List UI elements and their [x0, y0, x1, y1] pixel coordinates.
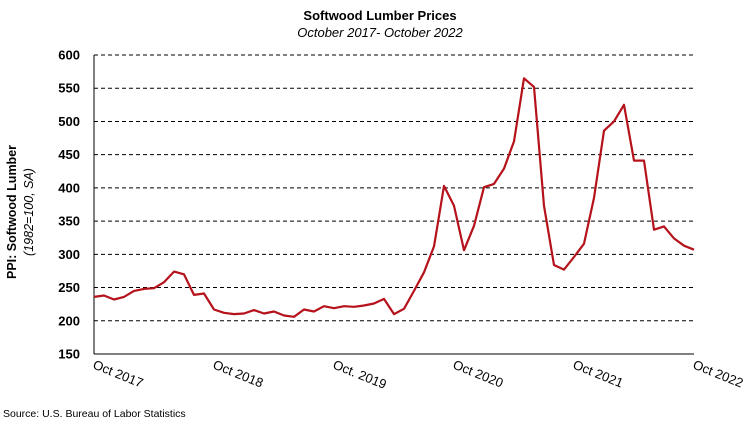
y-tick-label: 350: [58, 214, 80, 229]
chart-title: Softwood Lumber Prices: [303, 8, 456, 23]
y-tick-label: 150: [58, 347, 80, 362]
source-note: Source: U.S. Bureau of Labor Statistics: [3, 408, 186, 420]
y-tick-labels: 150 200 250 300 350 400 450 500 550 600: [58, 48, 80, 362]
y-tick-label: 500: [58, 114, 80, 129]
x-tick-label: Oct 2021: [571, 357, 626, 391]
x-tick-label: Oct 2022: [691, 357, 745, 391]
y-axis-label-note: (1982=100, SA): [22, 168, 36, 256]
x-tick-label: Oct 2018: [211, 357, 266, 391]
chart-subtitle: October 2017- October 2022: [297, 25, 463, 40]
y-tick-label: 250: [58, 280, 80, 295]
y-tick-label: 550: [58, 81, 80, 96]
y-axis-label: PPI: Softwood Lumber: [5, 145, 19, 279]
y-tick-label: 400: [58, 180, 80, 195]
x-tick-label: Oct 2020: [451, 357, 506, 391]
gridlines: [94, 54, 694, 322]
x-tick-labels: Oct 2017 Oct 2018 Oct. 2019 Oct 2020 Oct 202…: [91, 357, 745, 392]
y-tick-label: 300: [58, 247, 80, 262]
x-tick-label: Oct 2017: [91, 357, 146, 391]
y-tick-label: 600: [58, 48, 80, 63]
y-tick-label: 200: [58, 313, 80, 328]
x-tick-label: Oct. 2019: [331, 357, 389, 392]
y-tick-label: 450: [58, 147, 80, 162]
series-line: [93, 77, 695, 318]
